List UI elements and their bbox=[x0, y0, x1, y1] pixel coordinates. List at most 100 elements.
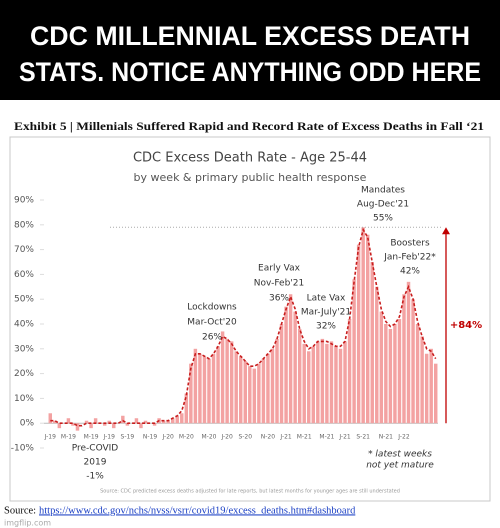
annotation: not yet mature bbox=[366, 461, 434, 471]
x-tick-label: J-21 bbox=[338, 434, 351, 441]
bar bbox=[89, 423, 93, 429]
bar bbox=[388, 328, 393, 424]
bar bbox=[329, 341, 334, 424]
bar bbox=[365, 234, 370, 424]
banner-text: CDC MILLENNIAL EXCESS DEATH bbox=[30, 21, 470, 51]
bar bbox=[252, 368, 257, 424]
y-tick-label: 10% bbox=[14, 394, 34, 404]
bar bbox=[84, 420, 89, 424]
bar bbox=[384, 324, 388, 424]
x-tick-label: S-19 bbox=[121, 434, 135, 441]
x-tick-label: J-20 bbox=[220, 434, 233, 441]
bar bbox=[125, 423, 130, 426]
x-tick-label: N-20 bbox=[261, 434, 275, 441]
y-tick-label: 70% bbox=[14, 245, 34, 255]
bar bbox=[112, 423, 116, 429]
x-tick-label: M-20 bbox=[201, 434, 216, 441]
bar bbox=[270, 348, 275, 424]
bar bbox=[161, 420, 166, 424]
banner bbox=[0, 0, 500, 100]
bar bbox=[420, 336, 424, 424]
bar bbox=[229, 341, 234, 424]
annotation: Mar-July'21 bbox=[301, 308, 351, 318]
annotation: Early Vax bbox=[258, 264, 301, 274]
watermark: imgflip.com bbox=[4, 519, 51, 528]
bar bbox=[311, 346, 316, 424]
bar bbox=[415, 324, 420, 424]
exhibit-title: Exhibit 5 | Millenials Suffered Rapid an… bbox=[14, 119, 484, 133]
bar bbox=[352, 279, 356, 424]
bar bbox=[297, 328, 302, 424]
bar bbox=[334, 346, 338, 424]
bar bbox=[257, 363, 261, 424]
bar bbox=[75, 423, 80, 431]
bar bbox=[370, 262, 374, 424]
bar bbox=[66, 418, 71, 424]
bar bbox=[307, 351, 311, 424]
bar bbox=[434, 363, 438, 424]
annotation: 36% bbox=[269, 294, 289, 304]
bar bbox=[216, 346, 220, 424]
x-tick-label: N-21 bbox=[379, 434, 393, 441]
x-tick-label: J-20 bbox=[161, 434, 174, 441]
bar bbox=[170, 418, 175, 424]
bar bbox=[152, 423, 157, 426]
bar bbox=[279, 324, 284, 424]
annotation: 26% bbox=[202, 333, 222, 343]
x-tick-label: S-20 bbox=[238, 434, 252, 441]
annotation: Jan-Feb'22* bbox=[383, 253, 436, 263]
x-tick-label: J-22 bbox=[397, 434, 410, 441]
bar bbox=[53, 420, 57, 424]
bar bbox=[293, 311, 297, 424]
y-tick-label: 40% bbox=[14, 320, 34, 330]
bar bbox=[361, 227, 365, 424]
y-tick-label: 0% bbox=[20, 419, 35, 429]
bar bbox=[379, 311, 384, 424]
x-tick-label: J-21 bbox=[279, 434, 292, 441]
y-tick-label: 90% bbox=[14, 196, 34, 206]
bar bbox=[424, 353, 429, 424]
bar bbox=[288, 294, 293, 424]
bar bbox=[184, 393, 189, 424]
trend-line bbox=[50, 227, 437, 427]
bar bbox=[211, 353, 216, 424]
annotation: * latest weeks bbox=[368, 450, 432, 460]
bar bbox=[166, 420, 170, 424]
x-tick-label: J-19 bbox=[103, 434, 116, 441]
change-label: +84% bbox=[450, 320, 482, 331]
bar bbox=[338, 348, 343, 424]
x-tick-label: M-19 bbox=[61, 434, 76, 441]
annotation: 2019 bbox=[84, 458, 107, 468]
bar bbox=[234, 351, 238, 424]
annotation: -1% bbox=[86, 472, 104, 482]
bar bbox=[193, 348, 198, 424]
bar bbox=[202, 356, 207, 424]
bar bbox=[316, 341, 320, 424]
bar bbox=[107, 420, 111, 424]
bar bbox=[121, 415, 125, 424]
bar bbox=[220, 331, 225, 424]
arrow-head bbox=[442, 227, 450, 235]
annotation: 42% bbox=[400, 267, 420, 277]
bar bbox=[143, 420, 148, 424]
footnote: Source: CDC predicted excess deaths adju… bbox=[100, 489, 400, 495]
bar bbox=[406, 281, 411, 424]
x-tick-label: N-19 bbox=[143, 434, 157, 441]
bar bbox=[102, 423, 107, 426]
source-link[interactable]: https://www.cdc.gov/nchs/nvss/vsrr/covid… bbox=[39, 505, 356, 516]
bar bbox=[207, 358, 211, 424]
annotation: Lockdowns bbox=[187, 303, 237, 313]
y-tick-label: 60% bbox=[14, 270, 34, 280]
annotation: 32% bbox=[316, 322, 336, 332]
bar bbox=[248, 366, 252, 424]
bar bbox=[411, 299, 415, 424]
bar bbox=[71, 423, 75, 426]
x-tick-label: M-19 bbox=[84, 434, 99, 441]
bar bbox=[134, 418, 139, 424]
annotation: Late Vax bbox=[307, 294, 346, 304]
bar bbox=[48, 413, 52, 424]
bar bbox=[343, 341, 347, 424]
bar bbox=[175, 415, 179, 424]
bar bbox=[347, 319, 352, 424]
